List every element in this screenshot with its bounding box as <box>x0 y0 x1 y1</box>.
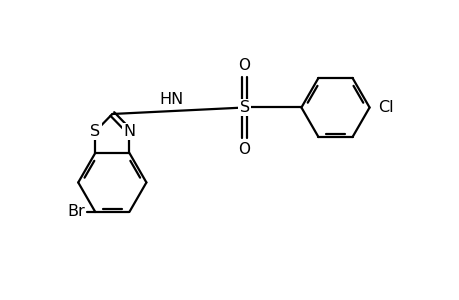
Text: S: S <box>239 100 249 115</box>
Text: N: N <box>123 124 135 139</box>
Text: S: S <box>90 124 100 139</box>
Text: Cl: Cl <box>377 100 392 115</box>
Text: Br: Br <box>67 205 85 220</box>
Text: HN: HN <box>160 92 184 107</box>
Text: O: O <box>238 58 250 74</box>
Text: O: O <box>238 142 250 157</box>
